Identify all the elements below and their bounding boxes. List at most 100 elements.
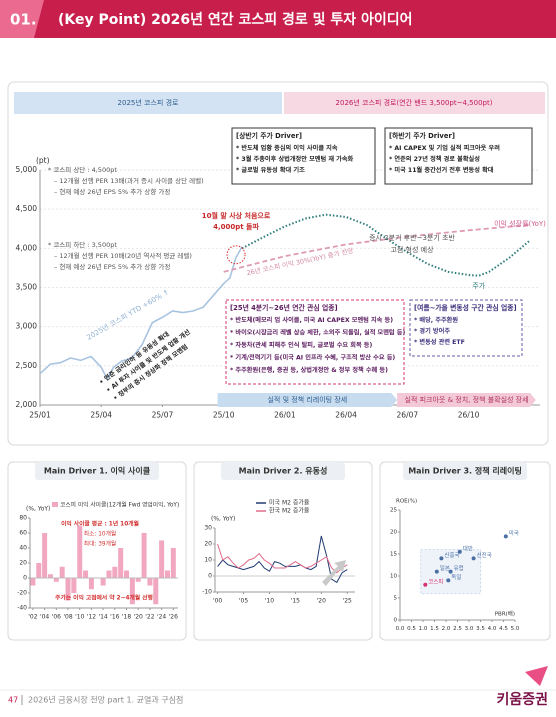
point — [423, 582, 428, 587]
bar — [124, 570, 130, 578]
y-tick-label: 60 — [19, 530, 27, 537]
annotation: 이익 사이클 평균 : 1년 10개월 — [61, 520, 139, 528]
callout-box — [231, 127, 376, 185]
arrow — [322, 560, 346, 586]
x-tick-label: '04 — [40, 614, 49, 621]
x-tick-label: 5.0 — [511, 626, 520, 632]
note: – 현재 예상 26년 EPS 5% 추가 상향 가정 — [54, 187, 170, 196]
logo-icon — [525, 666, 548, 686]
bar — [47, 574, 53, 578]
panel-title: Main Driver 1. 이익 사이클 — [44, 466, 151, 476]
x-tick-label: 25/01 — [29, 411, 51, 420]
series-line — [39, 246, 243, 381]
bar — [106, 570, 112, 578]
bar — [141, 533, 147, 578]
bar — [83, 570, 89, 578]
point-label: 미국 — [509, 529, 519, 537]
bar — [59, 566, 65, 578]
y-tick-label: 5 — [394, 596, 398, 602]
x-tick-label: 25/04 — [90, 411, 112, 420]
legend-swatch — [52, 502, 58, 507]
note: – 12개월 선행 PER 10배(20년 역사적 평균 레벨) — [54, 251, 192, 260]
banner-label: 2026년 코스피 경로(연간 밴드 3,500pt~4,500pt) — [336, 98, 493, 107]
y-tick-label: 30 — [204, 525, 212, 532]
y-tick-label: 25 — [390, 508, 397, 514]
highlight-circle — [226, 245, 246, 265]
annotation: 최소: 10개월 — [84, 530, 117, 538]
bar — [30, 578, 36, 586]
bar — [159, 540, 165, 578]
y-tick-label: 0 — [23, 575, 27, 582]
x-tick-label: '00 — [213, 598, 222, 605]
y-tick-label: 20 — [204, 541, 212, 548]
header-bar — [0, 0, 556, 38]
series-label: 이익 성장률(YoY) — [494, 219, 546, 228]
y-axis-label: (pt) — [36, 156, 50, 165]
bar — [65, 578, 71, 601]
x-tick-label: '15 — [291, 598, 300, 605]
x-tick-label: '24 — [157, 614, 166, 621]
legend-label: 코스피 이익 사이클(12개월 Fwd 영업이익, YoY) — [60, 501, 179, 509]
x-tick-label: 26/07 — [397, 411, 419, 420]
y-tick-label: 20 — [19, 560, 27, 567]
bar — [88, 578, 94, 590]
bar — [153, 578, 159, 605]
y-tick-label: 80 — [19, 515, 27, 522]
point-label: 선진국 — [477, 551, 492, 559]
callout-item: * 반도체(메모리 업 사이클, 미국 AI CAPEX 모멘텀 지속 등) — [230, 316, 393, 324]
point-label: 일본 — [440, 564, 450, 572]
x-tick-label: '12 — [87, 614, 96, 621]
y-axis-label: (%, YoY) — [211, 516, 235, 523]
y-tick-label: 5,000 — [16, 165, 38, 174]
note: – 현재 예상 26년 EPS 5% 추가 상향 가정 — [54, 262, 170, 271]
y-tick-label: 4,500 — [16, 204, 38, 213]
banner-2026 — [284, 92, 545, 114]
annotation: 주가는 이익 고점에서 약 2~4개월 선행 — [55, 594, 153, 602]
point — [471, 556, 476, 561]
x-tick-label: '10 — [265, 598, 274, 605]
footer-page: 47 — [8, 696, 18, 705]
callout-item: * 반도체 업황 중심의 이익 사이클 지속 — [236, 144, 338, 152]
bar — [164, 570, 170, 578]
phase-band — [397, 393, 536, 407]
point — [448, 569, 453, 574]
x-tick-label: 2.0 — [442, 626, 451, 632]
annotation: 4,000pt 돌파 — [213, 222, 259, 231]
bar — [77, 525, 83, 578]
callout-title: [하반기 주가 Driver] — [389, 131, 455, 140]
x-tick-label: '25 — [343, 598, 352, 605]
callout-item: * 바이오(시장금리 레벨 상승 제한, 소외주 되돌림, 실적 모멘텀 등) — [230, 329, 405, 337]
y-tick-label: 2,500 — [16, 361, 38, 370]
y-tick-label: 2,000 — [16, 400, 38, 409]
y-tick-label: 10 — [390, 574, 397, 580]
series-label: 주가 — [472, 281, 485, 290]
y-tick-label: -40 — [17, 605, 27, 612]
x-tick-label: '26 — [169, 614, 178, 621]
point-label: 대만 — [463, 544, 473, 552]
highlight-area — [420, 549, 482, 595]
y-tick-label: -10 — [202, 589, 212, 596]
point-label: 신흥국 — [444, 551, 459, 559]
phase-label: 실적 및 정책 리레이팅 장세 — [267, 395, 347, 404]
panel-title: Main Driver 2. 유동성 — [239, 466, 328, 476]
annotation: 10월 말 사상 처음으로 — [202, 211, 271, 220]
y-axis-label: (%, YoY) — [26, 506, 50, 513]
x-tick-label: 1.5 — [430, 626, 439, 632]
callout-title: [상반기 주가 Driver] — [236, 131, 302, 140]
point-label: 독일 — [451, 573, 461, 581]
callout-item: * 주주환원(은행, 증권 등, 상법개정안 & 정부 정책 수혜 등) — [230, 366, 388, 374]
callout-box — [225, 299, 405, 385]
y-tick-label: 40 — [19, 545, 27, 552]
header-number-box — [0, 0, 44, 38]
callout-item: * AI CAPEX 및 기업 실적 피크아웃 우려 — [389, 144, 500, 152]
point — [457, 549, 462, 554]
callout-item: * 글로벌 유동성 확대 기조 — [236, 166, 305, 174]
phase-band — [217, 393, 398, 407]
x-tick-label: 0.0 — [396, 626, 405, 632]
series-line — [217, 543, 348, 574]
y-tick-label: 4,000 — [16, 243, 38, 252]
x-tick-label: 4.0 — [488, 626, 497, 632]
bar — [112, 566, 118, 578]
y-tick-label: 0 — [394, 618, 398, 624]
y-tick-label: 3,500 — [16, 283, 38, 292]
